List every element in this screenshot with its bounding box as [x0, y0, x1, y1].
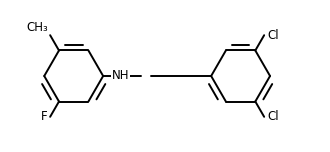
- Text: Cl: Cl: [267, 110, 279, 123]
- Text: F: F: [41, 110, 47, 123]
- Text: Cl: Cl: [267, 29, 279, 42]
- Text: CH₃: CH₃: [26, 21, 48, 34]
- Text: NH: NH: [112, 69, 130, 83]
